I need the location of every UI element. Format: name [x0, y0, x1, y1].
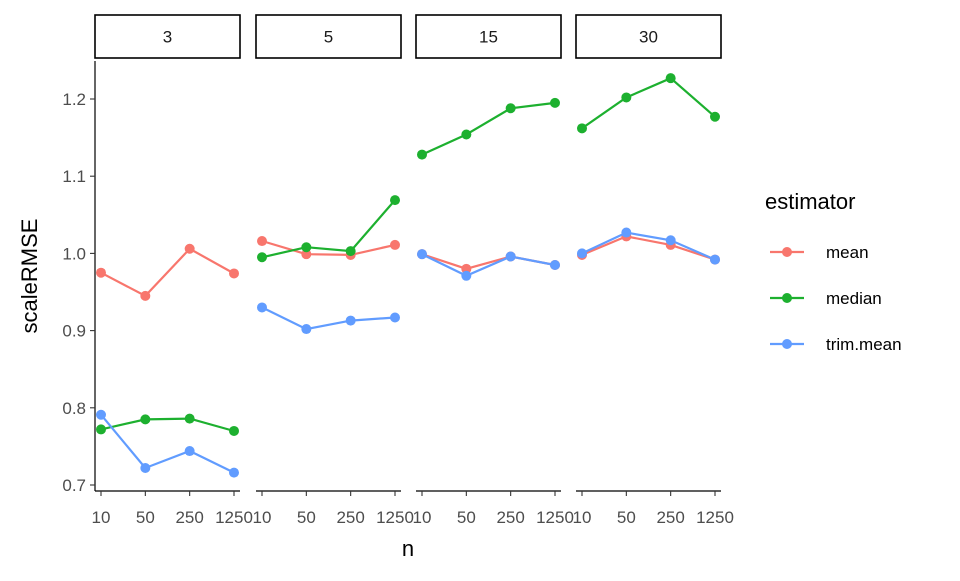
data-point-trim-mean	[184, 446, 195, 457]
x-tick-label: 50	[457, 508, 476, 527]
data-point-median	[345, 246, 356, 257]
data-point-median	[665, 73, 676, 84]
legend-label: trim.mean	[826, 335, 902, 354]
data-point-trim-mean	[301, 324, 312, 335]
series-line-trim-mean	[100, 413, 235, 474]
y-tick-label: 0.8	[62, 399, 86, 418]
facet-strip	[415, 14, 562, 59]
data-point-mean	[461, 263, 472, 274]
data-point-median	[301, 242, 312, 253]
data-point-median	[577, 123, 587, 134]
legend-label: median	[826, 289, 882, 308]
data-point-trim-mean	[140, 463, 151, 474]
legend-title: estimator	[765, 189, 855, 214]
series-line-median	[421, 101, 556, 156]
x-tick-label: 250	[175, 508, 203, 527]
x-tick-label: 1250	[376, 508, 414, 527]
data-point-median	[461, 129, 472, 140]
data-point-mean	[301, 249, 312, 260]
data-point-mean	[229, 268, 239, 279]
x-tick-label: 10	[253, 508, 272, 527]
x-tick-label: 1250	[536, 508, 574, 527]
data-point-mean	[257, 236, 267, 247]
series-line-trim-mean	[421, 253, 556, 278]
data-point-trim-mean	[577, 248, 587, 259]
x-tick-label: 10	[413, 508, 432, 527]
data-point-median	[184, 413, 195, 424]
facet-label: 3	[163, 28, 172, 47]
data-point-trim-mean	[550, 259, 560, 270]
data-point-median	[417, 149, 427, 160]
data-point-median	[257, 252, 267, 263]
data-point-trim-mean	[229, 467, 239, 478]
y-tick-label: 1.2	[62, 90, 86, 109]
data-point-median	[710, 111, 720, 122]
series-line-mean	[100, 247, 235, 298]
series-line-median	[100, 417, 235, 433]
x-tick-label: 1250	[215, 508, 253, 527]
series-line-median	[261, 199, 396, 259]
data-point-trim-mean	[461, 270, 472, 281]
data-point-mean	[184, 243, 195, 254]
data-point-mean	[390, 239, 400, 250]
x-tick-label: 250	[496, 508, 524, 527]
x-tick-label: 50	[136, 508, 155, 527]
facet-label: 30	[639, 28, 658, 47]
data-point-trim-mean	[345, 315, 356, 326]
data-point-mean	[96, 267, 106, 278]
x-tick-label: 250	[656, 508, 684, 527]
legend-key-point	[782, 339, 792, 349]
data-point-median	[140, 414, 151, 425]
data-point-median	[550, 97, 560, 108]
x-tick-label: 50	[297, 508, 316, 527]
facet-strip	[94, 14, 241, 59]
data-point-trim-mean	[710, 254, 720, 265]
data-point-trim-mean	[505, 251, 516, 262]
legend-key-point	[782, 293, 792, 303]
x-tick-label: 10	[573, 508, 592, 527]
data-point-trim-mean	[417, 249, 427, 260]
data-point-trim-mean	[96, 409, 106, 420]
facet-strip	[575, 14, 722, 59]
y-tick-label: 1.0	[62, 244, 86, 263]
data-point-trim-mean	[665, 235, 676, 246]
y-tick-label: 1.1	[62, 167, 86, 186]
facet-label: 15	[479, 28, 498, 47]
series-line-trim-mean	[261, 306, 396, 331]
data-point-trim-mean	[621, 227, 632, 238]
data-point-median	[229, 425, 239, 436]
x-tick-label: 50	[617, 508, 636, 527]
data-point-trim-mean	[257, 302, 267, 313]
data-point-mean	[140, 290, 151, 301]
x-axis-title: n	[402, 536, 414, 561]
facet-strip	[255, 14, 402, 59]
series-line-median	[581, 76, 716, 130]
x-tick-label: 1250	[696, 508, 734, 527]
series-line-mean	[261, 239, 396, 257]
facet-label: 5	[324, 28, 333, 47]
data-point-median	[390, 195, 400, 206]
series-line-trim-mean	[581, 231, 716, 261]
data-point-median	[621, 92, 632, 103]
data-point-median	[505, 103, 516, 114]
x-tick-label: 250	[336, 508, 364, 527]
legend-label: mean	[826, 243, 869, 262]
y-tick-label: 0.7	[62, 476, 86, 495]
legend-key-point	[782, 247, 792, 257]
data-point-median	[96, 424, 106, 435]
series-line-mean	[581, 235, 716, 261]
y-tick-label: 0.9	[62, 322, 86, 341]
y-axis-title: scaleRMSE	[17, 219, 42, 334]
x-tick-label: 10	[92, 508, 111, 527]
data-point-trim-mean	[390, 312, 400, 323]
